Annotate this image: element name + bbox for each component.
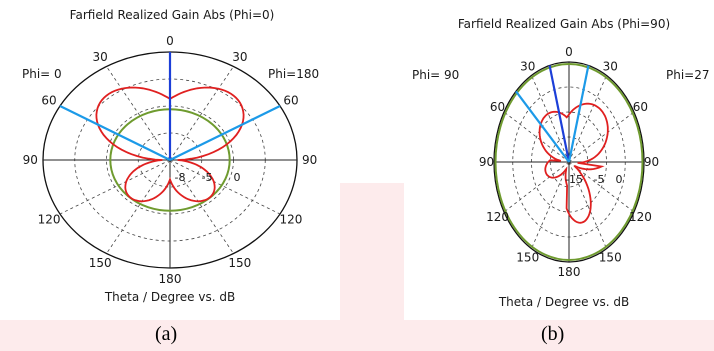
polar-chart-a: Farfield Realized Gain Abs (Phi=0) 0 30 60 9… xyxy=(22,8,319,304)
ring-value-label: -15 xyxy=(565,173,583,186)
polar-spoke xyxy=(531,75,570,163)
polar-spoke xyxy=(169,159,281,215)
caption-b: (b) xyxy=(541,323,565,345)
polar-spoke xyxy=(568,75,607,163)
angle-tick-label: 60 xyxy=(283,94,298,108)
angle-tick-label: 150 xyxy=(89,256,112,270)
angle-tick-label: 90 xyxy=(23,153,38,167)
angle-tick-label: 150 xyxy=(516,250,539,264)
angle-tick-label: 120 xyxy=(280,212,303,226)
angle-tick-label: 0 xyxy=(166,34,174,48)
ring-value-label: 0 xyxy=(234,171,241,184)
polar-spoke xyxy=(169,159,234,254)
polar-spoke xyxy=(169,66,234,161)
caption-a: (a) xyxy=(155,323,178,345)
phi-left-label: Phi= 90 xyxy=(412,68,459,82)
angle-tick-label: 150 xyxy=(228,256,251,270)
axis-label: Theta / Degree vs. dB xyxy=(104,290,235,304)
angle-tick-label: 90 xyxy=(302,153,317,167)
axis-label: Theta / Degree vs. dB xyxy=(498,295,629,309)
angle-tick-label: 180 xyxy=(159,272,182,286)
angle-tick-label: 90 xyxy=(644,155,659,169)
angle-tick-label: 60 xyxy=(41,94,56,108)
angle-tick-label: 120 xyxy=(629,210,652,224)
angle-tick-label: 60 xyxy=(490,100,505,114)
beamwidth-line xyxy=(567,65,590,163)
phi-left-label: Phi= 0 xyxy=(22,67,62,81)
angle-tick-label: 30 xyxy=(232,50,247,64)
ring-value-label: -5 xyxy=(594,173,605,186)
beamwidth-line xyxy=(59,105,171,161)
beamwidth-line xyxy=(169,105,281,161)
chart-panel-a: Farfield Realized Gain Abs (Phi=0) 0 30 60 9… xyxy=(0,0,340,320)
chart-title: Farfield Realized Gain Abs (Phi=0) xyxy=(70,8,275,22)
polar-spoke xyxy=(568,111,635,163)
beamwidth-line xyxy=(515,90,570,163)
ring-value-label: 0 xyxy=(616,173,623,186)
angle-tick-label: 120 xyxy=(486,210,509,224)
main-lobe-pattern xyxy=(538,102,609,224)
polar-spoke xyxy=(568,161,635,213)
angle-tick-label: 30 xyxy=(93,50,108,64)
polar-spoke xyxy=(503,111,570,163)
angle-tick-label: 30 xyxy=(520,60,535,74)
polar-spoke xyxy=(568,161,607,249)
angle-tick-label: 150 xyxy=(599,250,622,264)
phi-right-label: Phi=180 xyxy=(268,67,319,81)
polar-spoke xyxy=(531,161,570,249)
ring-value-label: -5 xyxy=(202,171,213,184)
ring-value-label: -8 xyxy=(175,171,186,184)
polar-spoke xyxy=(106,66,171,161)
phi-right-label: Phi=27 xyxy=(666,68,710,82)
reference-pattern xyxy=(494,63,644,261)
angle-tick-label: 60 xyxy=(633,100,648,114)
polar-spoke xyxy=(59,159,171,215)
angle-tick-label: 0 xyxy=(565,45,573,59)
chart-panel-b: Farfield Realized Gain Abs (Phi=90) 0 30 60… xyxy=(404,0,714,320)
chart-title: Farfield Realized Gain Abs (Phi=90) xyxy=(458,17,670,31)
polar-spoke xyxy=(106,159,171,254)
polar-spoke xyxy=(503,161,570,213)
angle-tick-label: 180 xyxy=(558,265,581,279)
angle-tick-label: 30 xyxy=(603,60,618,74)
angle-tick-label: 90 xyxy=(479,155,494,169)
polar-chart-b: Farfield Realized Gain Abs (Phi=90) 0 30 60… xyxy=(412,17,710,309)
angle-tick-label: 120 xyxy=(38,212,61,226)
main-beam-line xyxy=(548,65,571,163)
